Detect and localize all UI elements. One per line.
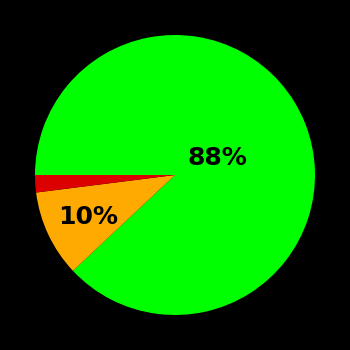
Wedge shape [36,175,175,271]
Text: 88%: 88% [187,146,247,170]
Wedge shape [35,35,315,315]
Text: 10%: 10% [58,205,118,229]
Wedge shape [35,175,175,192]
